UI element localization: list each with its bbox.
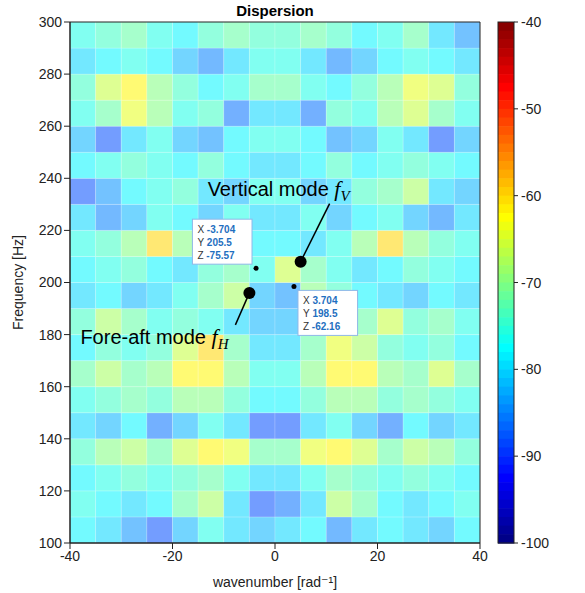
svg-text:280: 280 [39,66,63,82]
svg-text:0: 0 [271,548,279,564]
svg-text:220: 220 [39,222,63,238]
svg-text:X 3.704: X 3.704 [303,295,338,306]
svg-text:-80: -80 [521,361,541,377]
svg-text:-60: -60 [521,188,541,204]
svg-text:100: 100 [39,535,63,551]
svg-text:-70: -70 [521,275,541,291]
svg-text:Fore-aft mode fH: Fore-aft mode fH [80,324,229,352]
svg-text:-50: -50 [521,101,541,117]
svg-text:240: 240 [39,170,63,186]
svg-text:Y 198.5: Y 198.5 [303,308,338,319]
svg-text:X -3.704: X -3.704 [197,224,235,235]
svg-text:Z -62.16: Z -62.16 [303,321,341,332]
svg-text:300: 300 [39,14,63,30]
svg-text:120: 120 [39,483,63,499]
svg-text:140: 140 [39,431,63,447]
svg-text:20: 20 [370,548,386,564]
svg-text:-20: -20 [162,548,182,564]
svg-text:160: 160 [39,379,63,395]
svg-text:Vertical mode fV: Vertical mode fV [208,176,352,204]
svg-text:-90: -90 [521,448,541,464]
svg-text:40: 40 [472,548,488,564]
svg-text:200: 200 [39,274,63,290]
svg-text:wavenumber [rad⁻¹]: wavenumber [rad⁻¹] [212,574,337,590]
svg-text:Frequency [Hz]: Frequency [Hz] [10,235,26,330]
svg-text:180: 180 [39,327,63,343]
svg-text:260: 260 [39,118,63,134]
svg-text:Y 205.5: Y 205.5 [197,237,232,248]
svg-text:Z -75.57: Z -75.57 [197,250,235,261]
svg-text:-40: -40 [521,14,541,30]
svg-text:-40: -40 [60,548,80,564]
html-text:Dispersion: Dispersion [236,2,314,19]
svg-text:-100: -100 [521,535,549,551]
